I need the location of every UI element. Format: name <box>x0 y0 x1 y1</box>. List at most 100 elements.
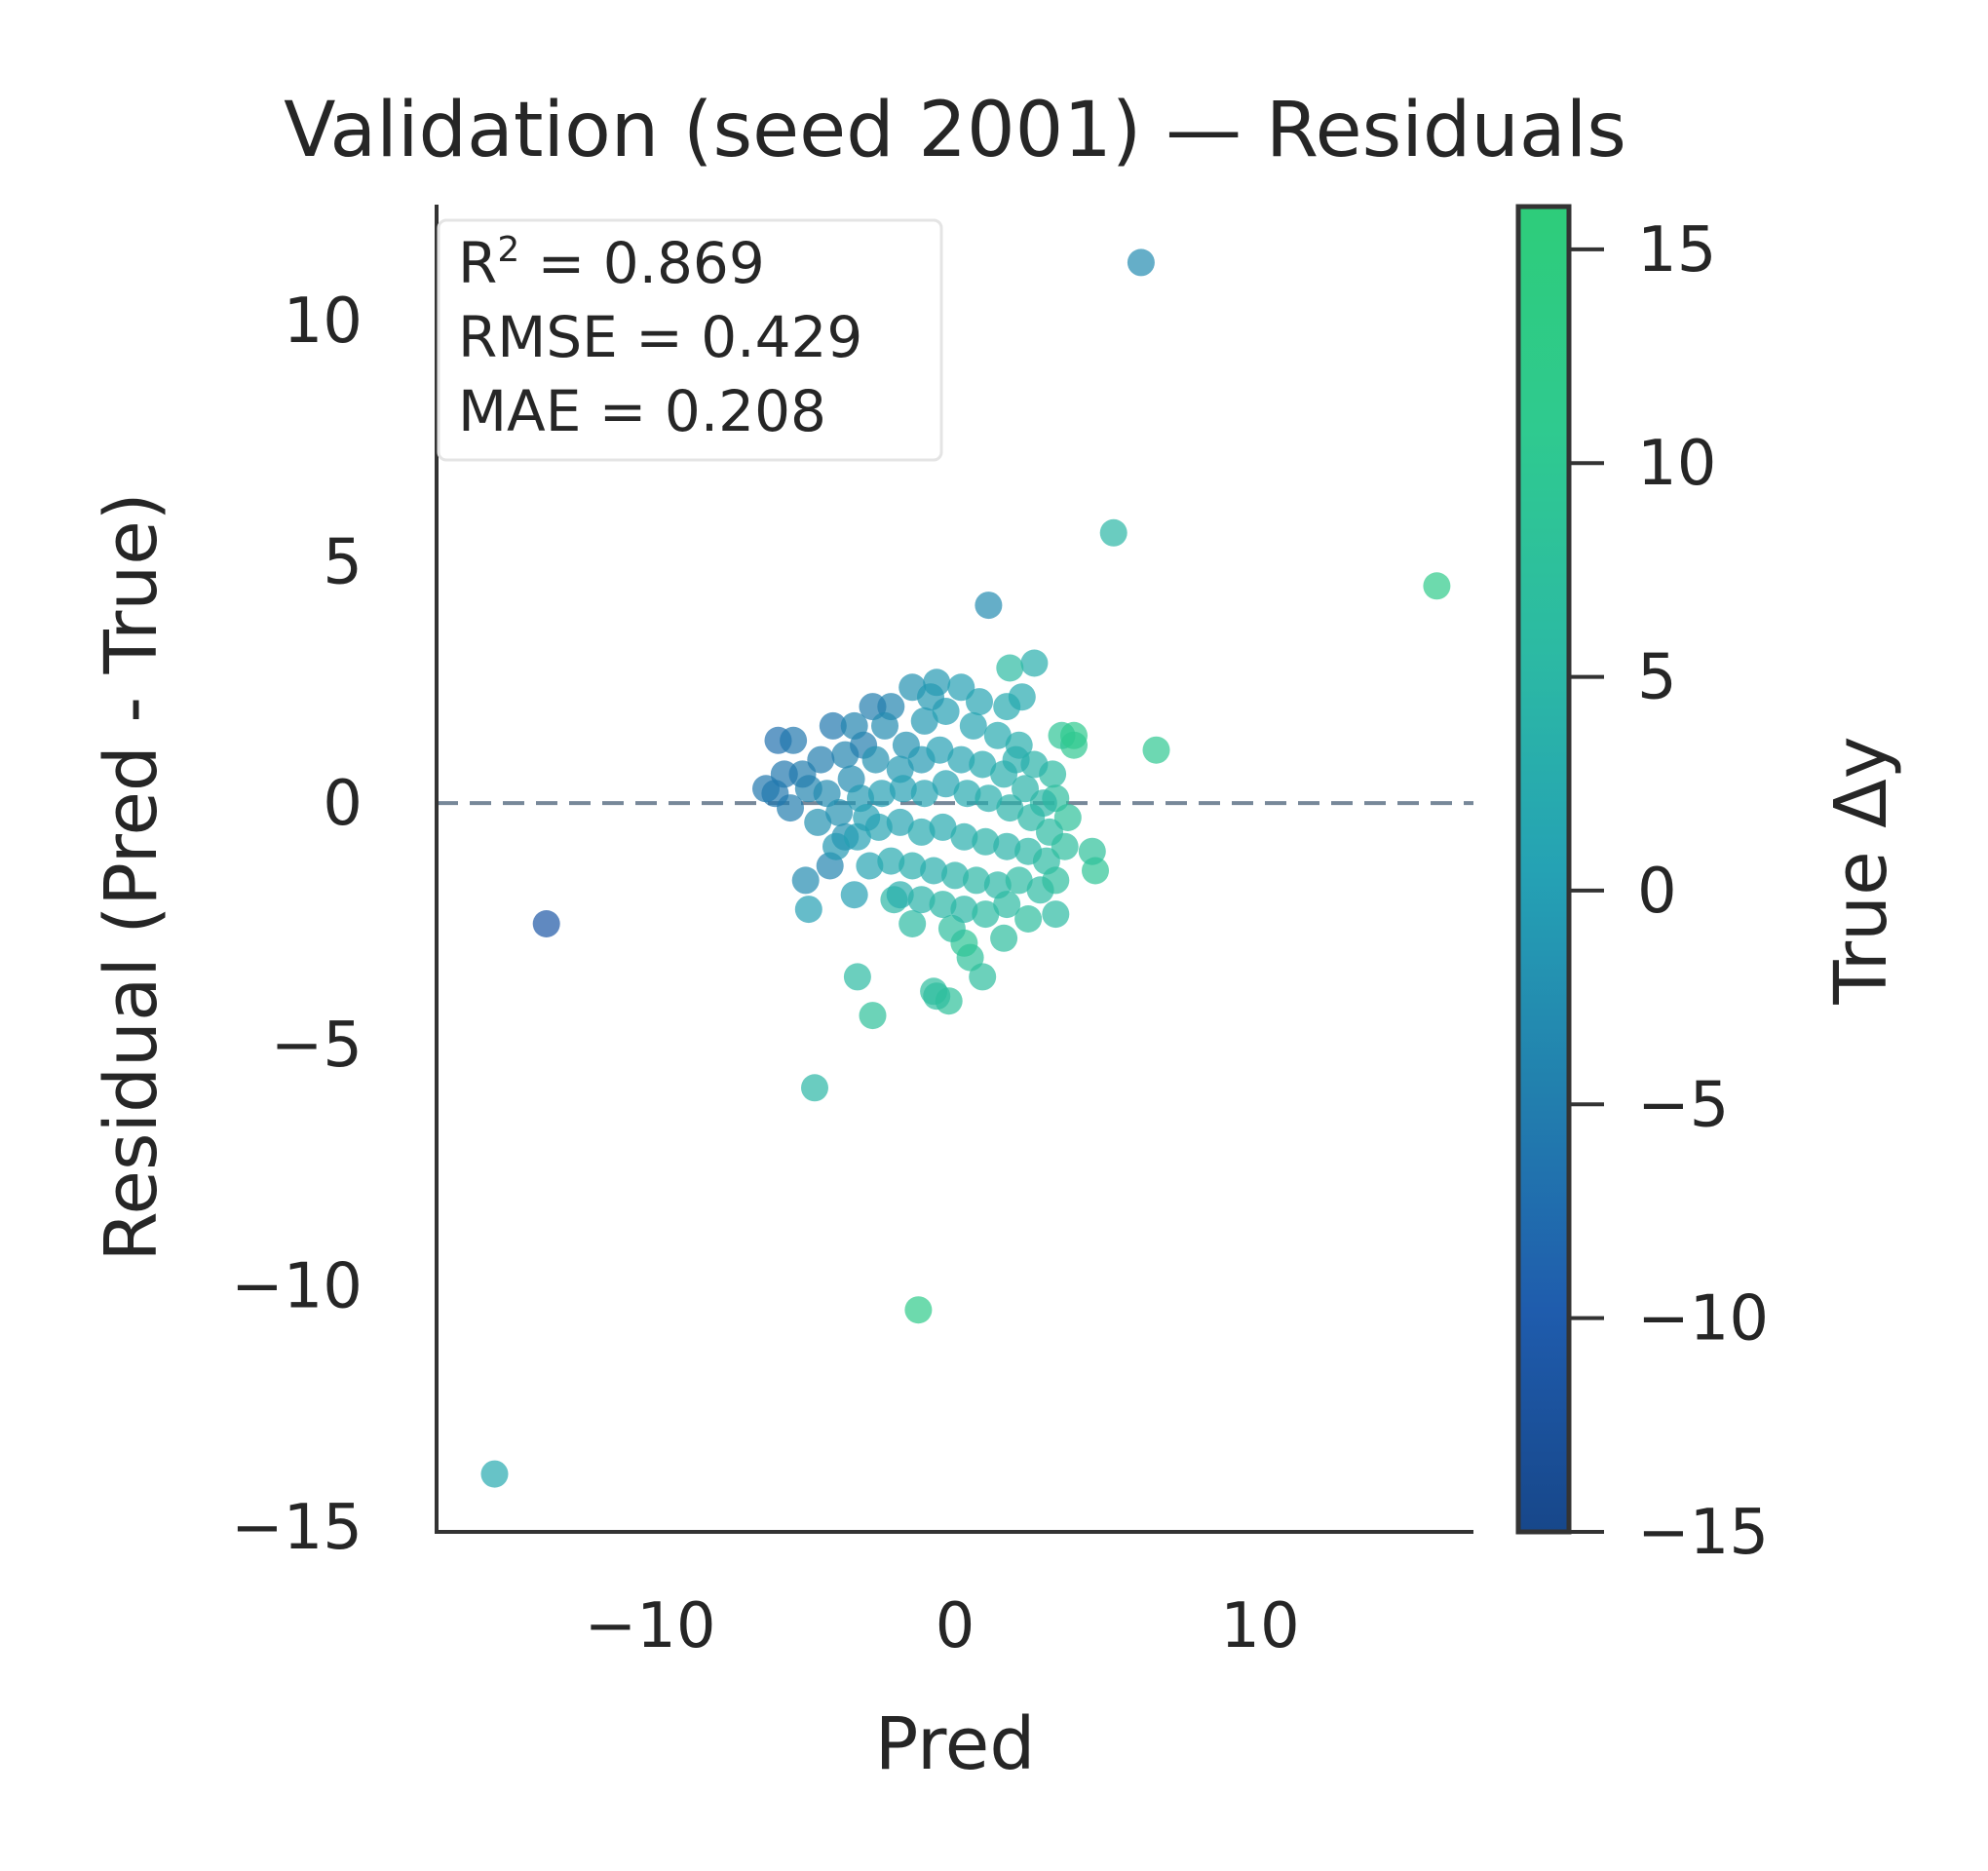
data-point <box>871 711 898 740</box>
r2-stat: R2 = 0.869 <box>458 230 765 296</box>
data-point <box>840 881 868 909</box>
r2-superscript: 2 <box>497 230 519 270</box>
r2-value: = 0.869 <box>519 230 765 296</box>
x-tick-labels: −10 0 10 <box>585 1590 1300 1662</box>
data-point <box>807 745 835 774</box>
stats-box: R2 = 0.869 RMSE = 0.429 MAE = 0.208 <box>437 218 943 462</box>
colorbar-tick-label: −10 <box>1637 1283 1769 1356</box>
x-tick-label: 10 <box>1220 1590 1299 1662</box>
data-point <box>794 896 822 924</box>
data-point <box>1078 837 1106 865</box>
data-point <box>1012 775 1039 803</box>
colorbar-tick-label: 5 <box>1637 642 1677 714</box>
data-point <box>962 866 990 895</box>
data-point <box>861 745 890 774</box>
data-point <box>993 891 1021 919</box>
chart-title: Validation (seed 2001) — Residuals <box>284 87 1626 174</box>
data-point <box>889 775 917 803</box>
data-point <box>801 1074 828 1102</box>
x-tick-label: −10 <box>585 1590 716 1662</box>
data-point <box>996 654 1024 682</box>
data-point <box>804 808 832 836</box>
data-point <box>877 847 905 875</box>
data-point <box>780 726 808 754</box>
scatter-points <box>480 248 1451 1488</box>
data-point <box>859 1002 887 1030</box>
data-point <box>910 780 938 808</box>
data-point <box>1127 248 1155 277</box>
data-point <box>993 832 1021 860</box>
data-point <box>886 881 914 909</box>
data-point <box>1014 905 1043 933</box>
data-point <box>950 896 978 924</box>
data-point <box>843 963 871 991</box>
data-point <box>1002 745 1030 774</box>
data-point <box>929 813 957 841</box>
colorbar-tick-label: 0 <box>1637 856 1677 928</box>
plot-axes <box>435 205 1473 1534</box>
data-point <box>953 780 981 808</box>
rmse-stat: RMSE = 0.429 <box>458 304 862 370</box>
data-point <box>959 711 987 740</box>
data-point <box>975 592 1003 620</box>
data-point <box>972 827 1000 856</box>
data-point <box>990 924 1018 952</box>
data-point <box>791 866 820 895</box>
data-point <box>886 808 914 836</box>
data-point <box>761 780 789 808</box>
data-point <box>947 745 975 774</box>
colorbar-tick-label: −5 <box>1637 1069 1729 1141</box>
data-point <box>822 832 850 860</box>
data-point <box>1042 900 1070 929</box>
data-point <box>972 900 1000 929</box>
data-point <box>853 804 881 831</box>
data-point <box>1005 866 1033 895</box>
data-point <box>969 750 997 779</box>
data-point <box>975 784 1003 813</box>
data-point <box>920 857 948 885</box>
data-point <box>907 818 936 846</box>
y-tick-label: −5 <box>271 1010 363 1082</box>
data-point <box>1060 721 1088 749</box>
data-point <box>867 780 896 808</box>
data-point <box>907 886 936 914</box>
colorbar-tick-label: 10 <box>1637 428 1716 500</box>
data-point <box>1042 866 1070 895</box>
colorbar-tick-label: 15 <box>1637 214 1716 286</box>
y-tick-label: −10 <box>231 1250 363 1322</box>
data-point <box>898 852 927 880</box>
data-point <box>825 799 854 826</box>
data-point <box>929 891 957 919</box>
data-point <box>910 706 938 735</box>
data-point <box>993 693 1021 721</box>
y-tick-label: 5 <box>323 527 363 599</box>
data-point <box>996 794 1024 822</box>
data-point <box>950 822 978 851</box>
mae-stat: MAE = 0.208 <box>458 378 826 444</box>
stats-box-frame <box>437 218 943 462</box>
data-point <box>532 910 560 937</box>
colorbar-tick-label: −15 <box>1637 1497 1769 1569</box>
data-point <box>904 1296 933 1324</box>
data-point <box>856 852 884 880</box>
data-point <box>1099 518 1128 547</box>
data-point <box>1020 649 1049 677</box>
data-point <box>966 688 993 716</box>
y-axis-label: Residual (Pred - True) <box>90 492 173 1261</box>
data-point <box>1423 572 1451 600</box>
data-point <box>917 683 944 711</box>
data-point <box>840 711 868 740</box>
data-point <box>941 861 969 890</box>
colorbar-ticks: −15 −10 −5 0 5 10 15 <box>1569 214 1769 1569</box>
data-point <box>1017 804 1046 831</box>
data-point <box>926 736 954 764</box>
x-tick-label: 0 <box>936 1590 975 1662</box>
colorbar: −15 −10 −5 0 5 10 15 True Δy <box>1515 204 1903 1569</box>
y-tick-label: 0 <box>323 768 363 840</box>
data-point <box>983 721 1012 749</box>
colorbar-body <box>1515 204 1572 1535</box>
data-point <box>947 673 975 702</box>
data-point <box>1142 736 1170 764</box>
y-tick-labels: −15 −10 −5 0 5 10 <box>231 286 363 1564</box>
